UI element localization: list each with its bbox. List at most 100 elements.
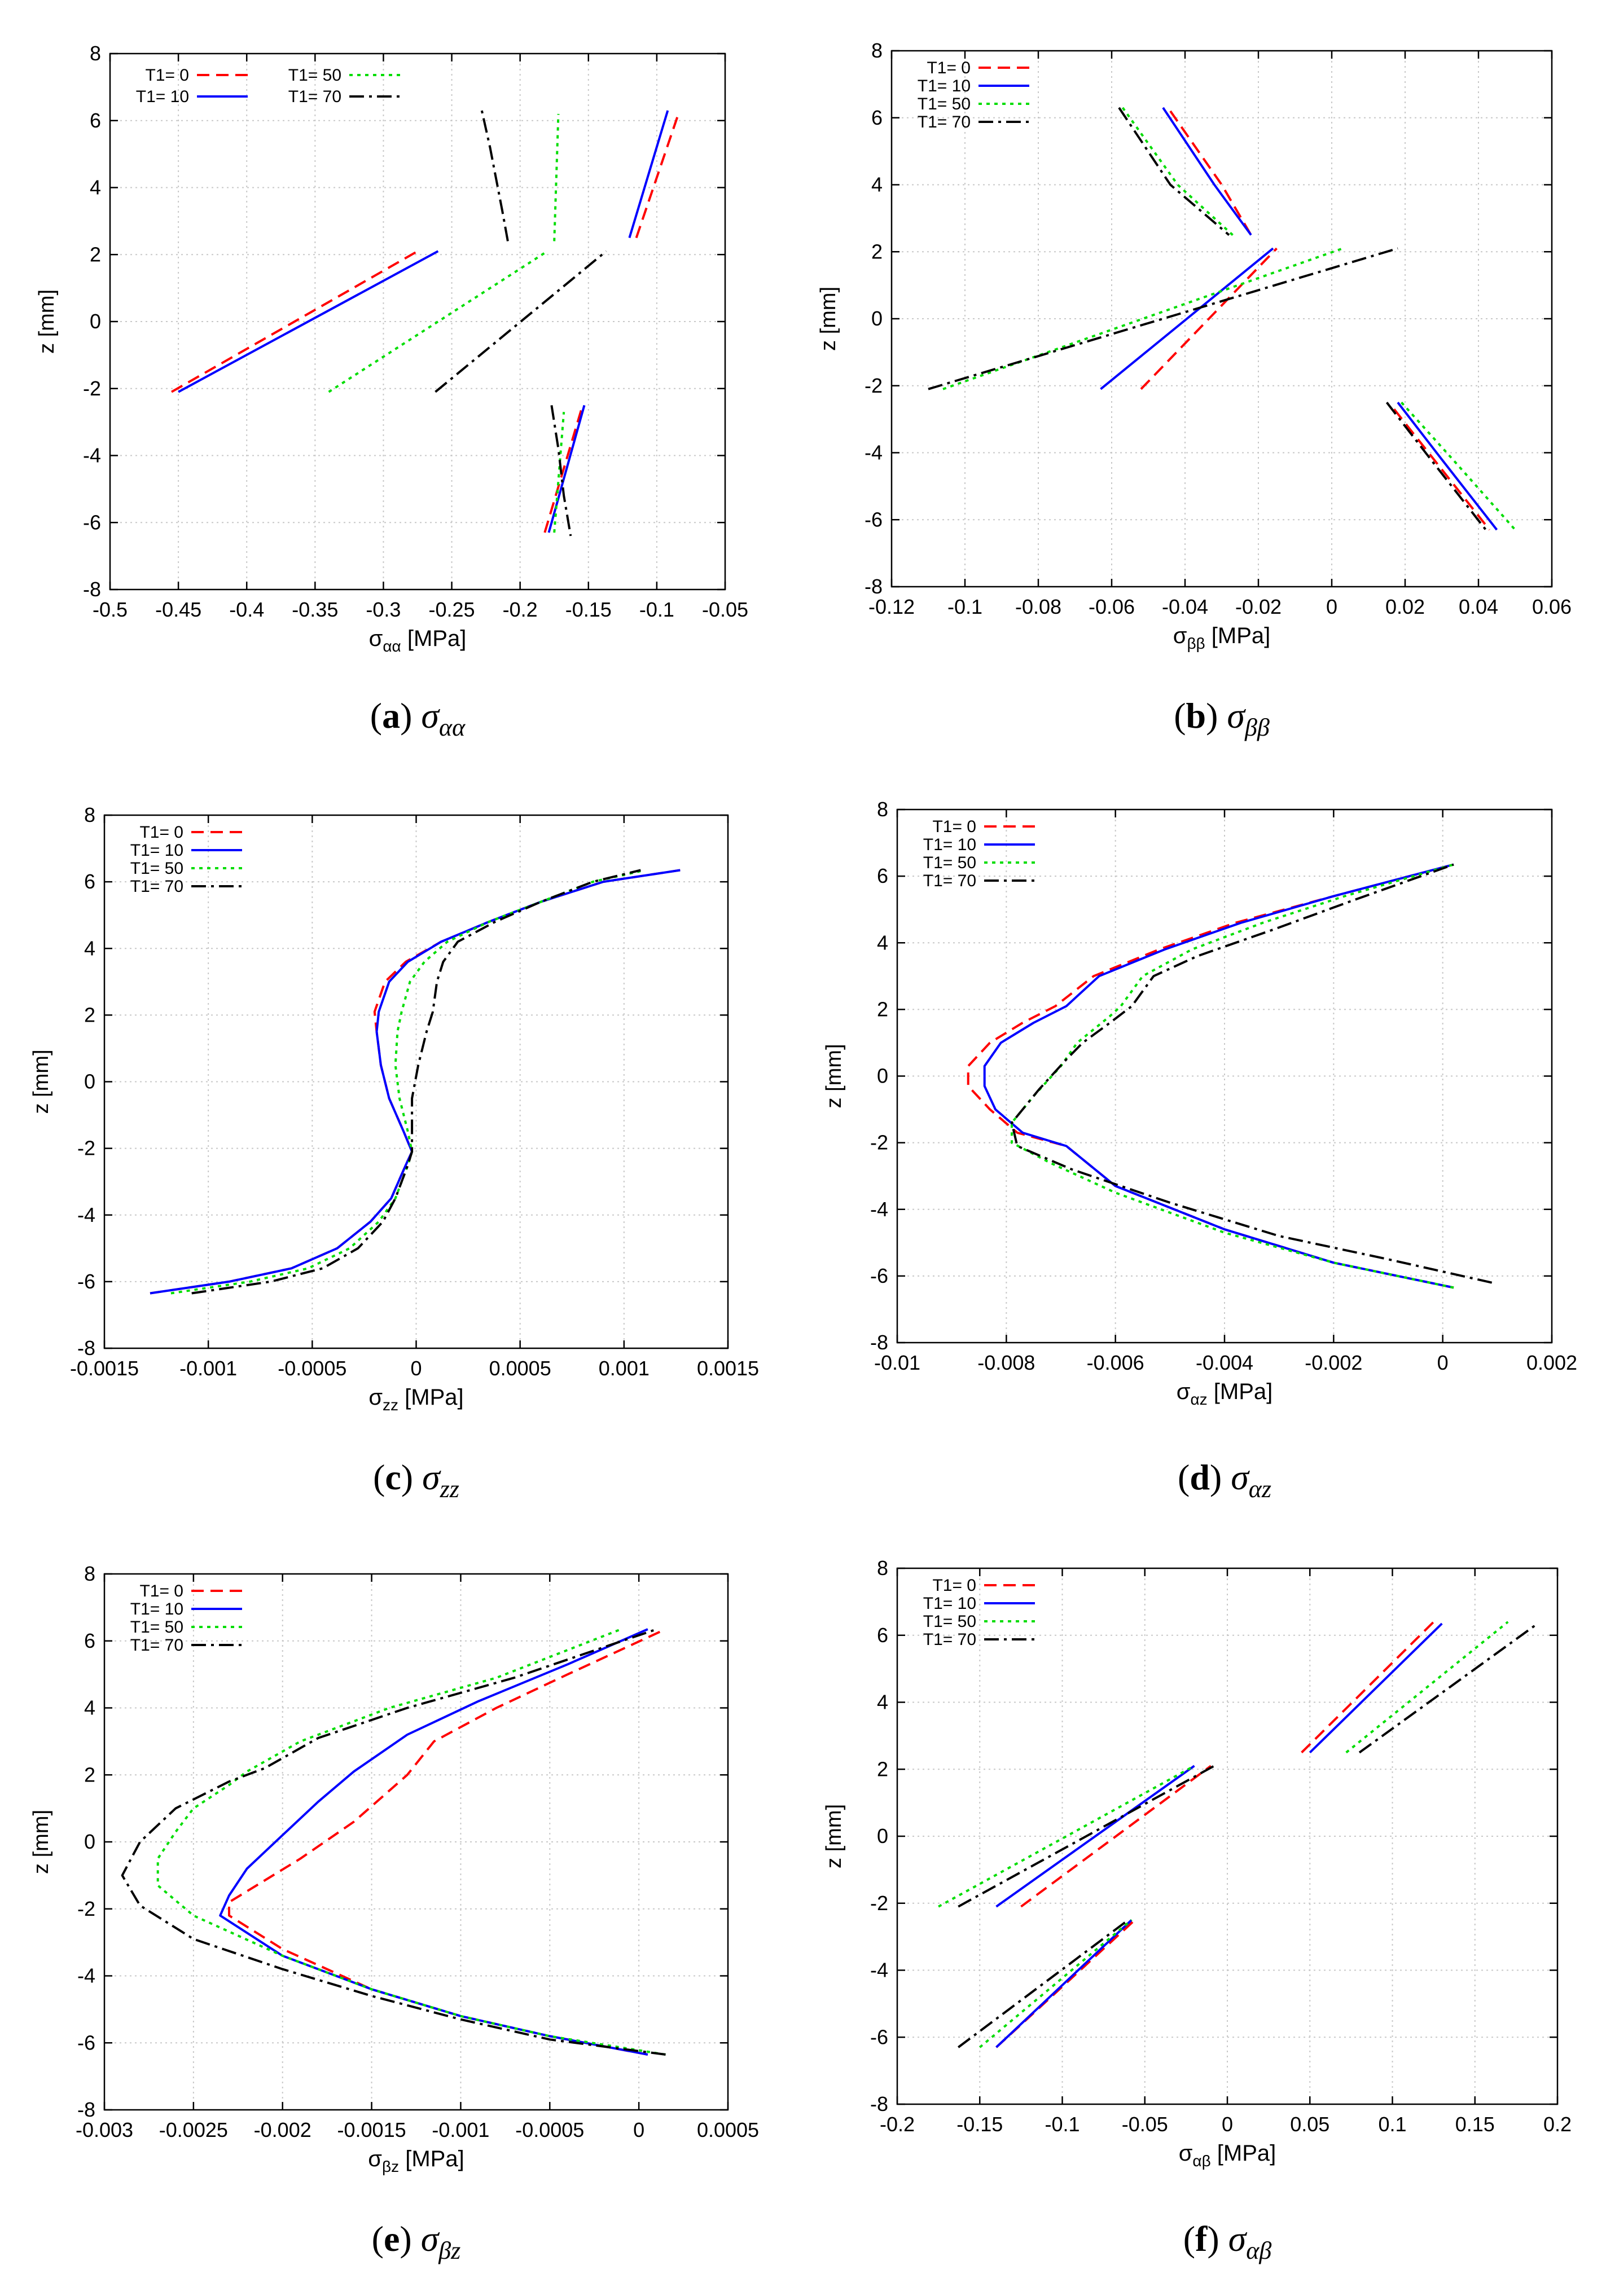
series-line — [219, 1628, 648, 2056]
legend-label: T1= 70 — [918, 113, 971, 131]
series-line — [1309, 1622, 1443, 1754]
x-tick-label: 0.15 — [1455, 2113, 1495, 2136]
x-tick-label: 0.002 — [1526, 1351, 1577, 1374]
y-tick-label: -4 — [870, 1959, 888, 1982]
y-tick-label: -6 — [865, 508, 883, 531]
y-tick-label: -6 — [83, 511, 101, 534]
x-tick-label: -0.1 — [947, 595, 982, 618]
legend-label: T1= 0 — [932, 1576, 976, 1595]
y-tick-label: 2 — [90, 243, 101, 266]
legend-label: T1= 50 — [918, 95, 971, 113]
x-axis-label: σαα [MPa] — [369, 626, 467, 655]
legend-label: T1= 0 — [927, 59, 971, 77]
series-line — [1169, 110, 1252, 236]
x-tick-label: 0 — [410, 1357, 422, 1380]
x-tick-label: 0 — [633, 2118, 644, 2141]
y-tick-label: -8 — [865, 575, 883, 598]
x-tick-label: -0.0015 — [337, 2118, 406, 2141]
series-line — [958, 1919, 1129, 2048]
y-tick-label: 6 — [877, 1624, 888, 1647]
legend-label: T1= 10 — [923, 835, 976, 854]
x-tick-label: -0.0015 — [70, 1357, 139, 1380]
y-tick-label: -4 — [77, 1964, 95, 1987]
x-tick-label: -0.003 — [76, 2118, 133, 2141]
x-tick-label: 0.0005 — [697, 2118, 759, 2141]
y-axis-label: z [mm] — [29, 1050, 53, 1114]
x-axis-label: σzz [MPa] — [368, 1385, 463, 1414]
series-line — [1385, 402, 1487, 531]
x-tick-label: -0.05 — [702, 598, 748, 621]
x-axis-label: σβz [MPa] — [368, 2147, 464, 2175]
series-line — [1140, 247, 1278, 390]
series-line — [1393, 408, 1491, 531]
series-line — [1397, 402, 1498, 531]
series-line — [170, 869, 646, 1295]
series-line — [1121, 107, 1234, 236]
y-tick-label: 8 — [84, 1562, 95, 1585]
y-tick-label: 2 — [877, 997, 888, 1021]
y-tick-label: -8 — [870, 2092, 888, 2115]
y-tick-label: -2 — [865, 374, 883, 397]
y-tick-label: -4 — [77, 1203, 95, 1226]
legend-label: T1= 0 — [139, 823, 183, 842]
y-tick-label: 4 — [871, 173, 883, 196]
series-line — [480, 110, 509, 241]
series-line — [983, 863, 1454, 1289]
x-tick-label: 0 — [1222, 2113, 1233, 2136]
legend-label: T1= 10 — [130, 1600, 183, 1618]
y-tick-label: 6 — [90, 109, 101, 132]
x-axis-label: σββ [MPa] — [1173, 623, 1271, 652]
y-tick-label: 2 — [877, 1757, 888, 1780]
y-tick-label: -4 — [83, 444, 101, 467]
x-tick-label: -0.5 — [93, 598, 128, 621]
series-line — [635, 117, 679, 239]
series-line — [121, 1628, 666, 2056]
y-tick-label: 6 — [871, 106, 883, 129]
y-tick-label: 2 — [84, 1003, 95, 1026]
series-line — [928, 247, 1398, 390]
y-tick-label: 4 — [877, 1691, 888, 1714]
y-tick-label: 4 — [877, 931, 888, 954]
y-tick-label: 8 — [877, 1556, 888, 1580]
legend-label: T1= 50 — [130, 859, 183, 878]
x-tick-label: 0.2 — [1543, 2113, 1572, 2136]
y-tick-label: -4 — [865, 441, 883, 464]
x-tick-label: 0.0005 — [489, 1357, 551, 1380]
x-tick-label: -0.0025 — [159, 2118, 228, 2141]
legend-label: T1= 70 — [288, 87, 341, 106]
x-tick-label: -0.04 — [1162, 595, 1208, 618]
y-tick-label: 6 — [84, 870, 95, 893]
series-line — [938, 1765, 1195, 1908]
series-line — [171, 250, 418, 393]
legend-label: T1= 50 — [130, 1618, 183, 1637]
legend-label: T1= 70 — [923, 872, 976, 890]
x-tick-label: 0.02 — [1385, 595, 1425, 618]
chart-panel-c: -0.0015 -0.001 -0.0005 0 0.0005 0.001 0.0015 -8… — [29, 803, 759, 1503]
y-tick-label: -8 — [870, 1331, 888, 1354]
x-tick-label: -0.002 — [1305, 1351, 1362, 1374]
x-tick-label: 0.1 — [1378, 2113, 1406, 2136]
series-line — [1358, 1622, 1539, 1754]
y-tick-label: -8 — [77, 2098, 95, 2121]
x-tick-label: 0.04 — [1459, 595, 1498, 618]
series-line — [547, 404, 586, 533]
series-line — [550, 405, 572, 536]
y-tick-label: 8 — [84, 803, 95, 826]
series-line — [191, 869, 641, 1295]
y-axis-label: z [mm] — [822, 1804, 846, 1868]
subfigure-caption: (c) σzz — [373, 1457, 459, 1503]
x-tick-label: 0.001 — [599, 1357, 650, 1380]
x-tick-label: -0.01 — [874, 1351, 920, 1374]
legend-label: T1= 70 — [130, 1636, 183, 1655]
y-tick-label: -2 — [870, 1892, 888, 1915]
y-tick-label: -2 — [870, 1131, 888, 1154]
y-tick-label: -6 — [77, 1270, 95, 1293]
x-tick-label: -0.35 — [292, 598, 338, 621]
series-line — [1118, 107, 1230, 236]
y-tick-label: 6 — [877, 864, 888, 887]
y-tick-label: -6 — [870, 2025, 888, 2048]
x-tick-label: -0.15 — [565, 598, 612, 621]
